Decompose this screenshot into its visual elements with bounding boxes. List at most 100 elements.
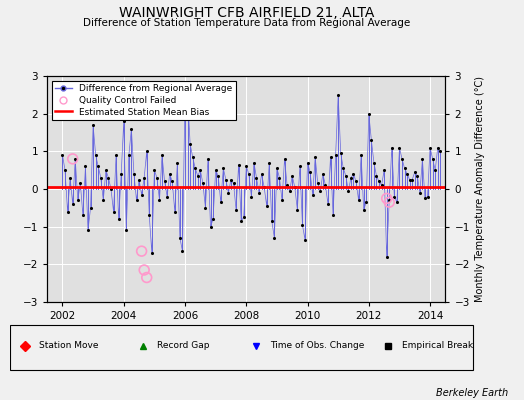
Point <box>206 224 215 230</box>
Point <box>350 171 358 177</box>
Point <box>288 173 297 179</box>
Point <box>209 216 217 222</box>
Point <box>239 214 248 220</box>
Point <box>395 144 403 151</box>
Text: Empirical Break: Empirical Break <box>402 342 473 350</box>
Point <box>311 154 320 160</box>
Point <box>332 152 340 158</box>
Point <box>408 176 417 183</box>
Point <box>84 227 92 234</box>
Point <box>385 199 394 205</box>
Point <box>418 156 427 162</box>
Point <box>191 165 200 172</box>
Point <box>201 205 210 211</box>
Point <box>400 165 409 172</box>
Point <box>250 160 258 166</box>
Point <box>114 216 123 222</box>
Point <box>413 173 421 179</box>
Point <box>265 160 274 166</box>
Point <box>186 141 194 147</box>
Point <box>347 174 355 181</box>
Point <box>392 199 401 205</box>
Point <box>122 227 130 234</box>
Point <box>403 171 411 177</box>
Point <box>168 178 177 185</box>
Point <box>140 267 148 273</box>
Point <box>232 206 241 213</box>
Point <box>104 174 113 181</box>
Point <box>398 156 406 162</box>
Point <box>339 165 347 172</box>
Point <box>222 176 230 183</box>
Y-axis label: Monthly Temperature Anomaly Difference (°C): Monthly Temperature Anomaly Difference (… <box>475 76 485 302</box>
Point <box>286 188 294 194</box>
Point <box>406 176 414 183</box>
Point <box>370 160 378 166</box>
Point <box>166 171 174 177</box>
Point <box>224 190 233 196</box>
Point <box>372 173 380 179</box>
Point <box>73 197 82 204</box>
Point <box>94 163 102 170</box>
Point <box>193 173 202 179</box>
Point <box>76 180 84 186</box>
Point <box>293 206 301 213</box>
Point <box>212 167 220 173</box>
Point <box>66 174 74 181</box>
Point <box>143 148 151 154</box>
Point <box>102 167 110 173</box>
Point <box>69 201 77 207</box>
Text: WAINWRIGHT CFB AIRFIELD 21, ALTA: WAINWRIGHT CFB AIRFIELD 21, ALTA <box>118 6 374 20</box>
Point <box>255 190 263 196</box>
Point <box>214 173 222 179</box>
Point <box>183 92 192 98</box>
Point <box>230 180 238 186</box>
Point <box>58 152 67 158</box>
Point <box>257 171 266 177</box>
Point <box>252 174 260 181</box>
Point <box>359 206 368 213</box>
Point <box>158 152 166 158</box>
Point <box>426 144 434 151</box>
Point <box>171 208 179 215</box>
Point <box>275 174 283 181</box>
Point <box>280 156 289 162</box>
Point <box>357 152 365 158</box>
Point <box>321 182 330 188</box>
Point <box>268 218 276 224</box>
Point <box>319 171 327 177</box>
Point <box>86 205 95 211</box>
Point <box>433 144 442 151</box>
Point <box>227 176 235 183</box>
Point <box>309 192 317 198</box>
Point <box>107 186 115 192</box>
Point <box>61 167 69 173</box>
Point <box>125 152 133 158</box>
Point <box>324 201 332 207</box>
Point <box>429 156 437 162</box>
Point <box>178 248 187 254</box>
Point <box>216 199 225 205</box>
Point <box>431 167 440 173</box>
Point <box>329 212 337 218</box>
Point <box>336 150 345 156</box>
Text: Difference of Station Temperature Data from Regional Average: Difference of Station Temperature Data f… <box>83 18 410 28</box>
Point <box>148 250 156 256</box>
Point <box>160 178 169 185</box>
Point <box>247 193 256 200</box>
Point <box>199 180 207 186</box>
Point <box>92 152 100 158</box>
Point <box>143 274 151 281</box>
Point <box>219 165 227 172</box>
Point <box>189 154 197 160</box>
Point <box>137 192 146 198</box>
Point <box>71 156 80 162</box>
Point <box>354 197 363 204</box>
Point <box>283 182 291 188</box>
Point <box>204 156 212 162</box>
Point <box>352 178 360 185</box>
Point <box>260 184 268 190</box>
Point <box>137 248 146 254</box>
Text: Berkeley Earth: Berkeley Earth <box>436 388 508 398</box>
Point <box>96 174 105 181</box>
